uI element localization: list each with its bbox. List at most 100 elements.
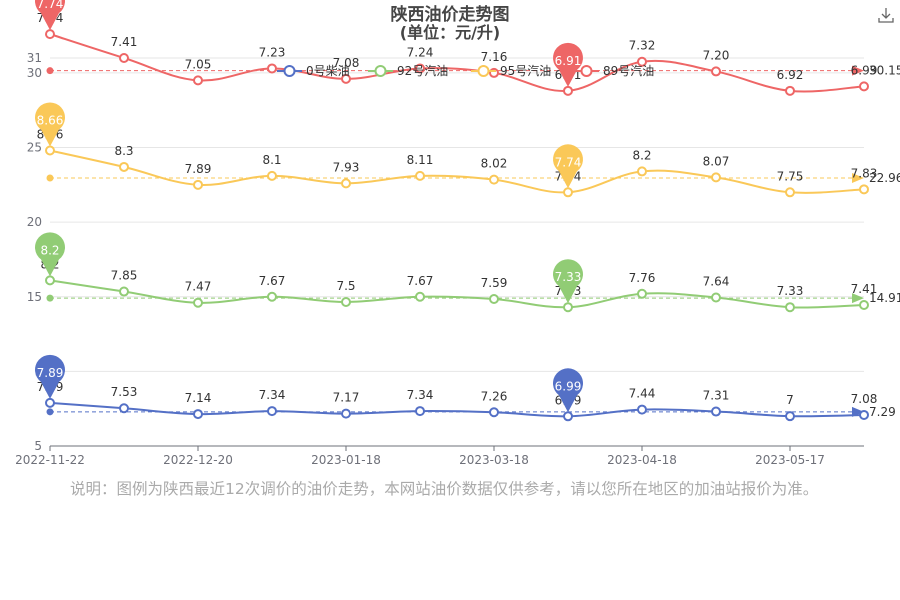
series-0-point — [637, 404, 647, 415]
series-0-point — [119, 403, 129, 414]
series-1-data-label: 7.5 — [336, 279, 355, 293]
series-0-data-label: 7.44 — [629, 387, 656, 401]
series-1-data-label: 7.85 — [111, 269, 138, 283]
series-0-point — [785, 411, 795, 422]
series-2-max-marker: 8.66 — [35, 102, 65, 147]
series-2-point — [45, 145, 55, 156]
series-2-min-marker-label: 7.74 — [555, 155, 582, 169]
series-2-data-label: 7.89 — [185, 162, 212, 176]
series-0-point — [193, 409, 203, 420]
series-1-min-marker-label: 7.33 — [555, 270, 582, 284]
series-1-point — [267, 291, 277, 302]
series-0-data-label: 7.34 — [407, 388, 434, 402]
series-1-min-marker: 7.33 — [553, 259, 584, 304]
series-1-point — [859, 299, 869, 310]
axes: 5115202530312022-11-222022-12-202023-01-… — [15, 51, 864, 467]
series-2-max-marker-shape — [35, 102, 65, 147]
series-2-avg-arrow — [852, 172, 864, 183]
legend-label: 92号汽油 — [397, 63, 448, 78]
series-0-data-label: 7.31 — [703, 389, 730, 403]
average-lines: 7.29 14.91 22.96 30.15 — [46, 64, 900, 419]
series-0-point — [563, 411, 573, 422]
series-3-point — [45, 29, 55, 40]
series-3-avg-arrow — [852, 65, 864, 76]
series-2-avg-start — [46, 174, 54, 182]
series-0-avg-label: 7.29 — [869, 405, 896, 419]
series-0-data-label: 7.17 — [333, 391, 360, 405]
series-3-max-marker-label: 7.74 — [37, 0, 64, 11]
series-2-point — [267, 170, 277, 181]
download-icon[interactable] — [878, 8, 894, 23]
chart-title: 陕西油价走势图 — [391, 4, 510, 25]
series-1-point — [341, 296, 351, 307]
series-0-point — [711, 406, 721, 417]
extreme-markers: 7.89 6.99 8.2 7.33 8.66 7.74 7.74 6.91 — [35, 0, 584, 413]
series-0-max-marker-shape — [35, 354, 65, 399]
series-3-point — [119, 53, 129, 63]
legend-item-2[interactable]: 95号汽油 — [471, 63, 551, 78]
legend-label: 89号汽油 — [603, 63, 654, 78]
series-1-max-marker-shape — [35, 232, 65, 277]
x-tick-label: 2022-11-22 — [15, 453, 85, 467]
chart-subtitle: (单位：元/升) — [400, 23, 500, 42]
series-2-data-label: 8.3 — [114, 144, 133, 158]
series-0-data-label: 7.53 — [111, 385, 138, 399]
series-2-point — [785, 187, 795, 198]
series-1-data-label: 7.41 — [851, 282, 878, 296]
series-2-line — [49, 149, 865, 194]
legend-item-3[interactable]: 89号汽油 — [574, 63, 654, 78]
y-tick-label: 5 — [34, 439, 42, 453]
series-1-point — [119, 286, 129, 297]
series-0-max-marker-label: 7.89 — [37, 366, 64, 380]
series-3-data-label: 6.92 — [777, 68, 804, 82]
legend[interactable]: 0号柴油 92号汽油 95号汽油 89号汽油 — [277, 63, 654, 78]
series-3-data-label: 7.23 — [259, 45, 286, 59]
legend-marker — [283, 65, 296, 77]
series-1-data-label: 7.47 — [185, 280, 212, 294]
series-3-point — [267, 63, 277, 74]
series-2-data-label: 7.83 — [851, 166, 878, 180]
series-3-point — [711, 66, 721, 77]
series-1-line — [49, 279, 865, 309]
series-1-max-marker-label: 8.2 — [40, 243, 59, 257]
series-2-data-label: 7.93 — [333, 160, 360, 174]
series-1-point — [415, 291, 425, 302]
series-0-point — [341, 408, 351, 419]
legend-label: 0号柴油 — [306, 64, 350, 78]
series-1-data-label: 7.76 — [629, 271, 656, 285]
series-0-data-label: 7.08 — [851, 392, 878, 406]
series-3-data-label: 7.08 — [333, 56, 360, 70]
series-3-point — [563, 85, 573, 96]
series-1-point — [785, 302, 795, 313]
legend-item-1[interactable]: 92号汽油 — [368, 63, 448, 78]
series-1-point — [193, 297, 203, 308]
series-3-point — [341, 73, 351, 84]
x-tick-label: 2022-12-20 — [163, 453, 233, 467]
footnote: 说明：图例为陕西最近12次调价的油价走势，本网站油价数据仅供参考，请以您所在地区… — [70, 480, 819, 498]
series-2-point — [711, 172, 721, 183]
x-tick-label: 2023-01-18 — [311, 453, 381, 467]
legend-marker — [374, 65, 387, 77]
series-0-avg-start — [46, 408, 54, 416]
series-1-data-label: 7.64 — [703, 275, 730, 289]
series-0-data-label: 7.34 — [259, 388, 286, 402]
series-3-data-label: 7.32 — [629, 39, 656, 53]
series-0-line — [49, 401, 865, 418]
series-3-data-label: 7.16 — [481, 50, 508, 64]
series-3-max-marker-shape — [35, 0, 65, 31]
series-1-point — [711, 292, 721, 303]
series-1-max-marker: 8.2 — [35, 232, 65, 277]
series-3-min-marker: 6.91 — [553, 42, 584, 87]
series-2-data-label: 7.75 — [777, 169, 804, 183]
x-tick-label: 2023-03-18 — [459, 453, 529, 467]
series-2-point — [859, 184, 869, 195]
series-3-point — [637, 56, 647, 67]
series-2-min-marker: 7.74 — [553, 144, 584, 189]
series-2-point — [637, 166, 647, 177]
legend-item-0[interactable]: 0号柴油 — [277, 64, 350, 78]
series-2-avg-label: 22.96 — [869, 171, 900, 185]
x-tick-label: 2023-04-18 — [607, 453, 677, 467]
series-2-min-marker-shape — [553, 144, 584, 189]
series-1-data-label: 7.33 — [777, 284, 804, 298]
